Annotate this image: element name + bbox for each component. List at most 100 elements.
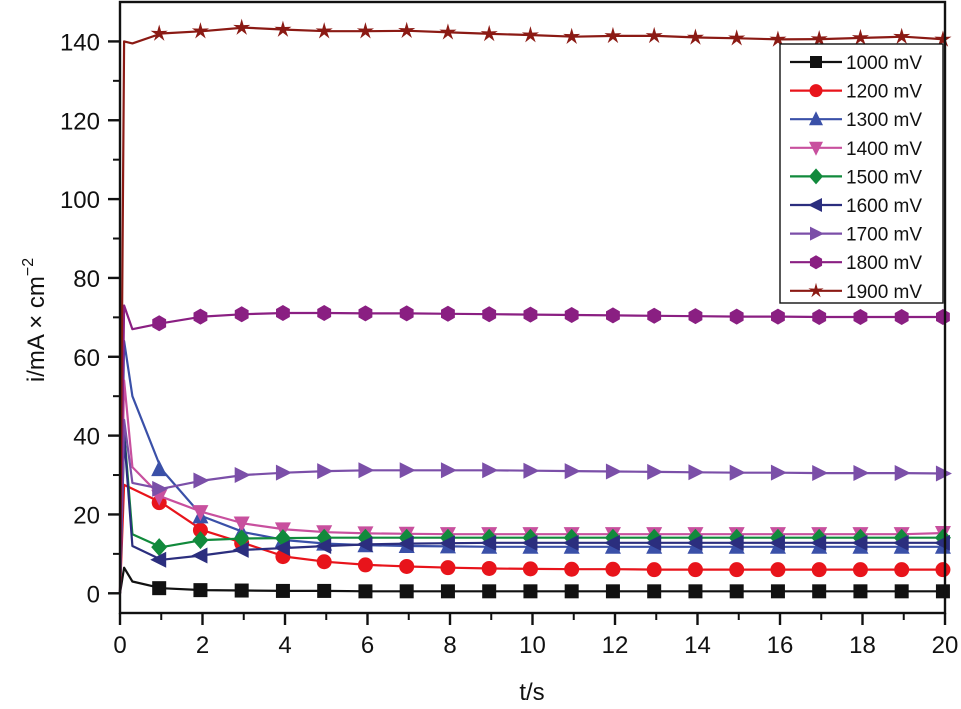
data-point-marker: [523, 584, 538, 599]
data-point-marker: [481, 560, 497, 576]
data-point-marker: [193, 308, 208, 325]
data-point-marker: [810, 30, 828, 47]
data-point-marker: [482, 306, 497, 323]
data-point-marker: [440, 560, 456, 576]
legend-item: 1900 mV: [790, 282, 922, 303]
data-point-marker: [522, 561, 538, 577]
data-point-marker: [727, 534, 744, 551]
data-point-marker: [728, 29, 746, 46]
x-tick-label: 16: [767, 632, 794, 659]
data-point-marker: [645, 26, 663, 44]
x-tick-label: 4: [278, 632, 291, 659]
data-point-marker: [317, 305, 332, 322]
legend: 1000 mV 1200 mV 1300 mV 1400 mV 1500 mV 1600 …: [779, 43, 944, 304]
data-point-marker: [521, 26, 539, 43]
data-point-marker: [894, 308, 909, 325]
data-point-marker: [770, 464, 787, 481]
data-point-marker: [853, 308, 868, 325]
y-tick-label: 140: [60, 29, 100, 56]
data-point-marker: [399, 305, 414, 322]
x-axis: 0 2 4 6 8 10 12 14 16 18 20: [113, 613, 958, 659]
data-point-marker: [647, 307, 662, 324]
data-point-marker: [729, 464, 746, 481]
data-point-marker: [894, 584, 909, 599]
data-point-marker: [482, 584, 497, 599]
svg-text:i/mA × cm−2: i/mA × cm−2: [20, 258, 50, 382]
data-point-marker: [232, 541, 249, 558]
data-point-marker: [605, 561, 621, 577]
data-point-marker: [191, 22, 209, 39]
data-point-marker: [316, 554, 332, 570]
x-axis-label: t/s: [519, 679, 544, 706]
y-tick-label: 0: [87, 581, 100, 608]
legend-label: 1700 mV: [846, 225, 922, 246]
legend-label: 1300 mV: [846, 110, 922, 131]
data-point-marker: [934, 30, 952, 47]
legend-label: 1200 mV: [846, 82, 922, 103]
data-point-marker: [275, 464, 292, 481]
data-point-marker: [233, 529, 250, 548]
legend-item: 1600 mV: [790, 196, 922, 217]
data-point-marker: [771, 308, 785, 325]
data-point-marker: [812, 308, 827, 325]
data-point-marker: [356, 22, 374, 39]
data-point-marker: [234, 467, 251, 484]
data-point-marker: [810, 534, 827, 551]
data-point-marker: [234, 306, 249, 323]
data-point-marker: [356, 536, 373, 553]
y-tick-label: 40: [73, 424, 100, 451]
data-point-marker: [440, 584, 455, 599]
legend-label: 1600 mV: [846, 196, 922, 217]
data-point-marker: [812, 465, 829, 482]
data-point-marker: [397, 535, 414, 552]
data-point-marker: [150, 24, 168, 41]
data-point-marker: [894, 562, 910, 578]
data-point-marker: [315, 22, 333, 39]
data-point-marker: [399, 558, 415, 574]
y-tick-label: 60: [73, 345, 100, 372]
legend-item: 1800 mV: [790, 253, 922, 274]
data-point-marker: [564, 306, 579, 323]
legend-marker-icon: [809, 84, 823, 98]
data-point-marker: [358, 462, 375, 479]
legend-box: [779, 43, 944, 304]
data-point-marker: [647, 584, 662, 599]
legend-item: 1200 mV: [790, 82, 922, 103]
data-point-marker: [523, 462, 540, 479]
data-point-marker: [192, 531, 209, 550]
data-point-marker: [152, 581, 167, 596]
data-point-marker: [276, 305, 290, 322]
data-point-marker: [851, 534, 868, 551]
legend-marker-icon: [809, 255, 823, 270]
data-point-marker: [812, 584, 827, 599]
series-1600-mv: [118, 434, 950, 594]
data-point-marker: [274, 20, 292, 37]
series-line: [118, 379, 946, 594]
x-tick-label: 14: [684, 632, 711, 659]
data-point-marker: [480, 534, 497, 551]
legend-marker-icon: [808, 198, 822, 212]
x-tick-label: 20: [932, 632, 959, 659]
data-point-marker: [851, 28, 869, 46]
data-point-marker: [894, 465, 911, 482]
data-point-marker: [647, 463, 664, 480]
data-point-marker: [770, 584, 785, 599]
data-point-marker: [729, 562, 745, 578]
legend-label: 1800 mV: [846, 253, 922, 274]
data-point-marker: [935, 562, 951, 578]
data-point-marker: [563, 27, 581, 44]
data-point-marker: [645, 534, 662, 551]
data-point-marker: [769, 30, 787, 47]
data-point-marker: [438, 535, 455, 552]
data-point-marker: [192, 505, 209, 522]
data-point-marker: [357, 557, 373, 573]
legend-marker-icon: [808, 282, 824, 298]
data-point-marker: [770, 562, 786, 578]
data-point-marker: [399, 462, 416, 479]
y-tick-label: 80: [73, 266, 100, 293]
data-point-marker: [729, 308, 744, 325]
y-tick-label: 120: [60, 108, 100, 135]
data-point-marker: [604, 26, 622, 44]
data-point-marker: [646, 562, 662, 578]
data-point-marker: [358, 305, 373, 322]
